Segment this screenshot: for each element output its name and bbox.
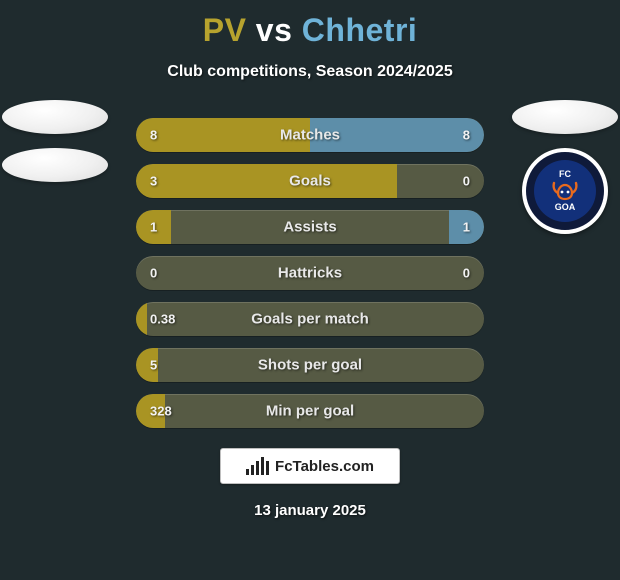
player2-name: Chhetri [302,12,418,48]
stat-label: Goals [136,173,484,190]
stat-row: 5Shots per goal [136,348,484,382]
vs-text: vs [256,12,293,48]
placeholder-oval-icon [2,100,108,134]
page-title: PV vs Chhetri [0,12,620,49]
branding-badge: FcTables.com [220,448,400,484]
club-badge-line1: FC [559,170,571,179]
stat-label: Min per goal [136,403,484,420]
subtitle: Club competitions, Season 2024/2025 [0,63,620,81]
club-badge-line2: GOA [555,203,576,212]
stat-label: Assists [136,219,484,236]
stat-row: 0Hattricks0 [136,256,484,290]
stat-row: 0.38Goals per match [136,302,484,336]
stat-label: Goals per match [136,311,484,328]
stat-list: 8Matches83Goals01Assists10Hattricks00.38… [136,118,484,428]
stat-label: Shots per goal [136,357,484,374]
stat-row: 1Assists1 [136,210,484,244]
stat-row: 3Goals0 [136,164,484,198]
player1-avatar-slot [0,100,110,260]
club-badge-emblem-icon [548,181,582,201]
date-text: 13 january 2025 [0,502,620,519]
stat-value-right: 0 [463,266,470,281]
placeholder-oval-icon [2,148,108,182]
club-badge-icon: FC GOA [522,148,608,234]
player2-avatar-slot: FC GOA [510,100,620,260]
stat-value-right: 0 [463,174,470,189]
comparison-card: PV vs Chhetri Club competitions, Season … [0,0,620,580]
branding-bars-icon [246,457,269,475]
player1-name: PV [203,12,247,48]
stat-label: Hattricks [136,265,484,282]
club-badge-inner: FC GOA [534,160,596,222]
stat-row: 328Min per goal [136,394,484,428]
stat-value-right: 1 [463,220,470,235]
stat-label: Matches [136,127,484,144]
stat-row: 8Matches8 [136,118,484,152]
branding-text: FcTables.com [275,458,374,475]
placeholder-oval-icon [512,100,618,134]
stat-value-right: 8 [463,128,470,143]
